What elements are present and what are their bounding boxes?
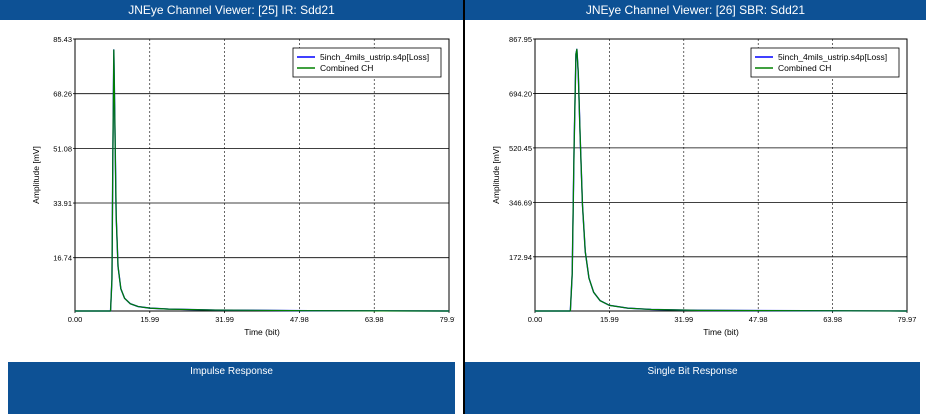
x-tick-label: 47.98 — [290, 315, 309, 324]
footer-bar: Single Bit Response — [465, 362, 920, 414]
panel-divider[interactable] — [463, 0, 466, 414]
footer-bar: Impulse Response — [8, 362, 455, 414]
plot-area — [535, 39, 907, 311]
plot-area — [75, 39, 449, 311]
x-tick-label: 31.99 — [215, 315, 234, 324]
legend-entry: 5inch_4mils_ustrip.s4p[Loss] — [778, 52, 887, 62]
window-title-bar: JNEye Channel Viewer: [26] SBR: Sdd21 — [465, 0, 926, 20]
footer-label: Impulse Response — [190, 366, 273, 377]
x-tick-label: 79.97 — [440, 315, 455, 324]
y-tick-label: 346.69 — [509, 198, 532, 207]
y-tick-label: 85.43 — [53, 35, 72, 44]
legend-box — [292, 47, 442, 78]
impulse-response-chart: 85.43 68.26 51.08 33.91 16.74 0.00 15.99 31.99 4… — [31, 35, 458, 337]
legend-entry: 5inch_4mils_ustrip.s4p[Loss] — [320, 52, 429, 62]
x-axis-label: Time (bit) — [703, 327, 739, 337]
sbr-chart-area: 867.95 694.20 520.45 346.69 172.94 0.00 15.99 3… — [465, 20, 920, 362]
series-line — [75, 49, 450, 312]
x-tick-label: 15.99 — [140, 315, 159, 324]
ir-chart-area: 85.43 68.26 51.08 33.91 16.74 0.00 15.99 31.99 4… — [8, 20, 458, 362]
channel-viewer-ir-panel: JNEye Channel Viewer: [25] IR: Sdd21 85.… — [0, 0, 463, 414]
y-tick-label: 694.20 — [509, 89, 532, 98]
window-title-bar: JNEye Channel Viewer: [25] IR: Sdd21 — [0, 0, 463, 20]
y-tick-label: 520.45 — [509, 144, 532, 153]
x-tick-label: 47.98 — [749, 315, 768, 324]
x-tick-label: 0.00 — [68, 315, 83, 324]
y-tick-label: 33.91 — [53, 199, 72, 208]
y-axis-label: Amplitude [mV] — [491, 146, 501, 204]
y-tick-label: 16.74 — [53, 254, 72, 263]
y-axis-label: Amplitude [mV] — [31, 146, 41, 204]
series-line — [535, 48, 908, 312]
legend: 5inch_4mils_ustrip.s4p[Loss]Combined CH — [750, 47, 900, 78]
footer-label: Single Bit Response — [647, 366, 738, 377]
x-tick-label: 15.99 — [600, 315, 619, 324]
y-tick-label: 51.08 — [53, 144, 72, 153]
y-tick-label: 172.94 — [509, 253, 532, 262]
x-axis-label: Time (bit) — [244, 327, 280, 337]
single-bit-response-chart: 867.95 694.20 520.45 346.69 172.94 0.00 15.99 3… — [491, 35, 917, 337]
legend-box — [750, 47, 900, 78]
legend-entry: Combined CH — [320, 63, 373, 73]
legend: 5inch_4mils_ustrip.s4p[Loss]Combined CH — [292, 47, 442, 78]
channel-viewer-sbr-panel: JNEye Channel Viewer: [26] SBR: Sdd21 86… — [465, 0, 926, 414]
y-tick-label: 68.26 — [53, 90, 72, 99]
y-tick-label: 867.95 — [509, 35, 532, 44]
legend-entry: Combined CH — [778, 63, 831, 73]
x-tick-label: 79.97 — [898, 315, 917, 324]
x-tick-label: 63.98 — [365, 315, 384, 324]
x-tick-label: 0.00 — [528, 315, 543, 324]
x-tick-label: 63.98 — [823, 315, 842, 324]
x-tick-label: 31.99 — [674, 315, 693, 324]
